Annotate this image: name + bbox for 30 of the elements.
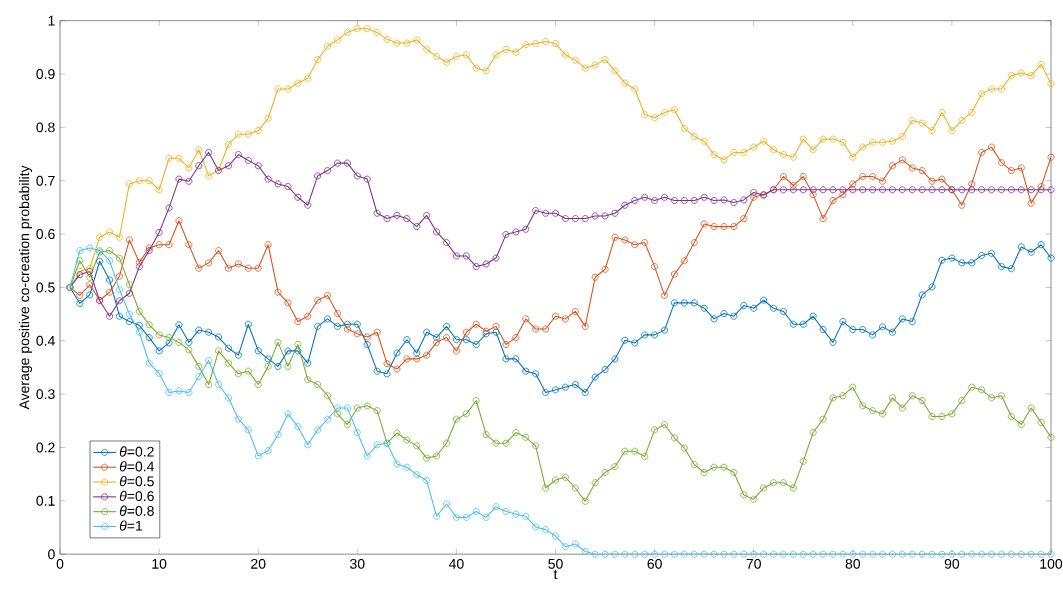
y-tick-label: 0 — [48, 549, 55, 560]
y-tick-label: 0.6 — [36, 229, 55, 240]
x-tick-label: 60 — [647, 558, 662, 569]
y-tick-label: 1 — [48, 15, 55, 26]
legend-label: θ=0.2 — [119, 446, 154, 457]
x-tick-label: 80 — [845, 558, 861, 569]
y-tick-label: 0.7 — [36, 175, 55, 186]
y-tick-label: 0.8 — [36, 122, 55, 133]
legend-label: θ=1 — [119, 520, 143, 531]
y-tick-label: 0.2 — [36, 442, 55, 453]
x-tick-label: 40 — [448, 558, 464, 569]
legend-label: θ=0.8 — [119, 505, 154, 516]
x-tick-label: 10 — [152, 558, 167, 569]
x-axis-title: t — [553, 570, 558, 580]
legend-label: θ=0.6 — [119, 490, 154, 502]
x-tick-label: 20 — [251, 558, 266, 569]
y-tick-label: 0.5 — [36, 282, 55, 293]
y-tick-label: 0.4 — [36, 335, 55, 346]
x-tick-label: 0 — [56, 558, 64, 569]
x-tick-label: 90 — [944, 558, 960, 569]
y-axis-title: Average positive co-creation probability — [18, 165, 33, 410]
legend-label: θ=0.5 — [119, 476, 154, 487]
x-tick-label: 50 — [548, 558, 563, 569]
y-tick-label: 0.9 — [36, 69, 55, 80]
x-tick-label: 30 — [350, 558, 365, 569]
y-tick-label: 0.3 — [36, 389, 55, 400]
x-tick-label: 100 — [1040, 558, 1063, 569]
legend-label: θ=0.4 — [119, 461, 155, 472]
x-tick-label: 70 — [746, 558, 761, 569]
y-tick-label: 0.1 — [36, 495, 55, 506]
